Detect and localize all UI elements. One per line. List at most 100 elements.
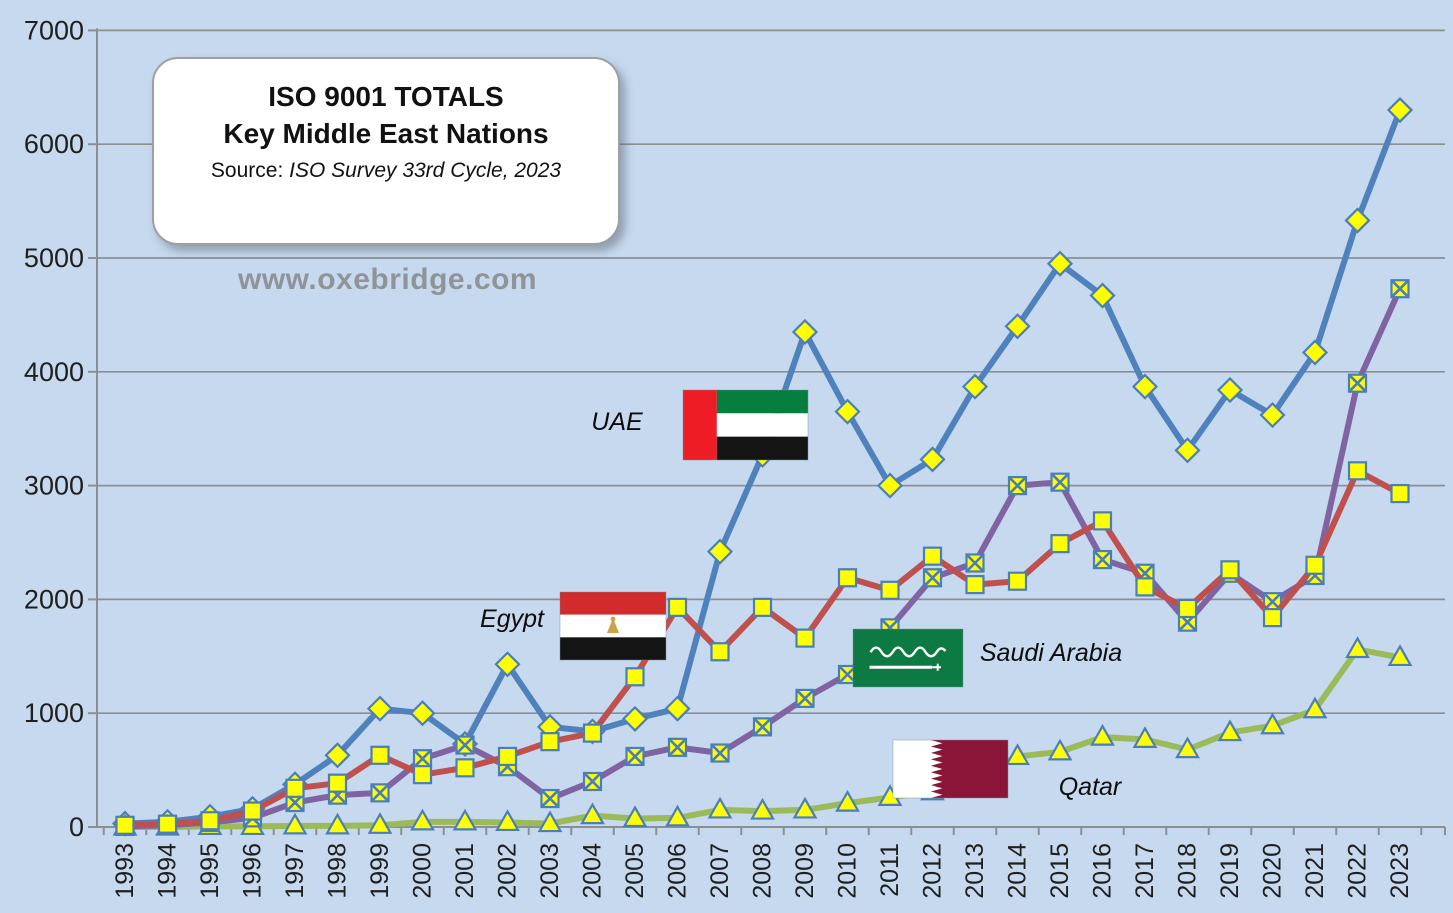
marker-uae-2010 <box>834 398 861 425</box>
marker-saudi-arabia-2016-cross <box>1093 550 1112 569</box>
marker-saudi-arabia-2023-cross <box>1390 279 1410 299</box>
chart-title-box: ISO 9001 TOTALS Key Middle East Nations … <box>152 57 620 245</box>
x-tick-label: 1996 <box>239 843 267 899</box>
marker-qatar-2010 <box>835 789 860 812</box>
chart-title: ISO 9001 TOTALS <box>268 81 504 112</box>
marker-egypt-1993 <box>115 815 135 835</box>
y-tick-label: 6000 <box>24 129 84 159</box>
series-qatar <box>112 636 1413 836</box>
qatar-label: Qatar <box>1059 773 1123 801</box>
series-line-saudi-arabia <box>122 285 1403 830</box>
marker-saudi-arabia-2022-cross <box>1348 373 1367 393</box>
x-tick-label: 1997 <box>281 843 309 899</box>
egypt-label: Egypt <box>480 605 545 633</box>
x-tick-label: 2008 <box>749 843 777 899</box>
marker-uae-2016 <box>1089 282 1116 309</box>
y-tick-label: 5000 <box>24 243 84 273</box>
x-tick-label: 2005 <box>621 843 649 899</box>
marker-qatar-2023 <box>1387 644 1413 667</box>
marker-uae-2011 <box>876 472 904 499</box>
marker-saudi-arabia-2005-cross <box>625 747 645 766</box>
x-tick-label: 2023 <box>1386 843 1414 899</box>
x-tick-label: 2020 <box>1259 843 1287 899</box>
marker-qatar-2001 <box>452 808 478 831</box>
marker-egypt-2012 <box>922 546 943 566</box>
x-tick-label: 2021 <box>1301 843 1329 899</box>
x-tick-label: 2011 <box>876 843 904 897</box>
marker-saudi-arabia-2006-cross <box>668 737 687 757</box>
marker-egypt-2000 <box>412 765 433 785</box>
marker-qatar-1998 <box>325 812 350 835</box>
marker-uae-2023 <box>1386 97 1414 124</box>
marker-saudi-arabia-1999-cross <box>370 783 390 803</box>
x-tick-label: 1993 <box>111 843 139 899</box>
marker-qatar-2016 <box>1090 723 1115 746</box>
marker-qatar-2020 <box>1260 712 1285 735</box>
marker-qatar-2014 <box>1005 743 1030 766</box>
marker-egypt-2023 <box>1390 483 1410 504</box>
marker-qatar-2019 <box>1217 719 1243 742</box>
marker-uae-2002 <box>494 651 521 678</box>
marker-egypt-1994 <box>157 814 178 834</box>
marker-qatar-2009 <box>792 796 818 819</box>
marker-egypt-1995 <box>200 811 220 831</box>
x-tick-label: 2002 <box>494 843 522 899</box>
chart-source: Source: ISO Survey 33rd Cycle, 2023 <box>154 159 618 183</box>
marker-uae-2013 <box>961 373 989 400</box>
marker-saudi-arabia-2003-cross <box>540 789 560 808</box>
uae-flag <box>682 389 809 461</box>
marker-uae-2021 <box>1301 339 1329 366</box>
marker-egypt-2009 <box>795 628 815 648</box>
egypt-flag <box>559 591 667 661</box>
marker-saudi-arabia-2015-cross <box>1050 472 1070 492</box>
marker-uae-2017 <box>1131 373 1159 400</box>
marker-egypt-2010 <box>837 568 858 588</box>
marker-uae-1999 <box>366 695 394 722</box>
marker-saudi-arabia-2004-cross <box>583 772 602 791</box>
marker-saudi-arabia-2012-cross <box>923 568 942 588</box>
marker-qatar-2007 <box>707 796 733 819</box>
marker-qatar-2021 <box>1302 696 1328 719</box>
marker-qatar-1997 <box>282 812 308 835</box>
y-tick-label: 0 <box>69 812 84 842</box>
x-tick-label: 2012 <box>919 843 947 899</box>
marker-egypt-2015 <box>1050 534 1070 554</box>
marker-qatar-2003 <box>537 810 563 833</box>
marker-qatar-2006 <box>665 804 690 827</box>
marker-egypt-2005 <box>625 667 645 687</box>
x-tick-label: 2017 <box>1131 843 1159 899</box>
marker-uae-2012 <box>919 446 946 473</box>
marker-uae-2022 <box>1344 207 1371 234</box>
y-tick-label: 4000 <box>24 357 84 387</box>
marker-saudi-arabia-2007-cross <box>710 743 730 763</box>
x-tick-label: 2014 <box>1004 843 1032 899</box>
x-tick-label: 2000 <box>409 843 437 899</box>
x-tick-label: 2013 <box>961 843 989 899</box>
x-tick-label: 2009 <box>791 843 819 899</box>
marker-egypt-2001 <box>455 758 475 778</box>
marker-uae-2009 <box>791 318 819 346</box>
x-tick-label: 2019 <box>1216 843 1244 899</box>
y-tick-label: 7000 <box>24 15 84 45</box>
marker-qatar-2015 <box>1047 738 1073 761</box>
chart-source-label: Source: <box>210 159 290 182</box>
uae-label: UAE <box>591 408 643 436</box>
x-axis-labels: 1993 1994 1995 1996 1997 1998 1999 2000 2001 2002… <box>111 843 1414 899</box>
y-tick-label: 3000 <box>24 471 84 501</box>
marker-saudi-arabia-2008-cross <box>753 717 772 737</box>
marker-egypt-1998 <box>327 773 348 793</box>
marker-egypt-1997 <box>285 778 305 798</box>
series-egypt <box>115 461 1410 835</box>
marker-egypt-2021 <box>1305 555 1325 575</box>
marker-saudi-arabia-2009-cross <box>795 688 815 708</box>
x-tick-label: 2016 <box>1089 843 1117 899</box>
marker-egypt-2020 <box>1262 608 1283 628</box>
marker-uae-2018 <box>1174 437 1201 464</box>
marker-qatar-1999 <box>367 812 393 834</box>
saudi-arabia-label: Saudi Arabia <box>980 639 1122 667</box>
marker-uae-2019 <box>1216 376 1244 404</box>
x-tick-label: 2007 <box>706 843 734 899</box>
marker-uae-2006 <box>664 695 691 722</box>
marker-egypt-2014 <box>1007 571 1028 591</box>
